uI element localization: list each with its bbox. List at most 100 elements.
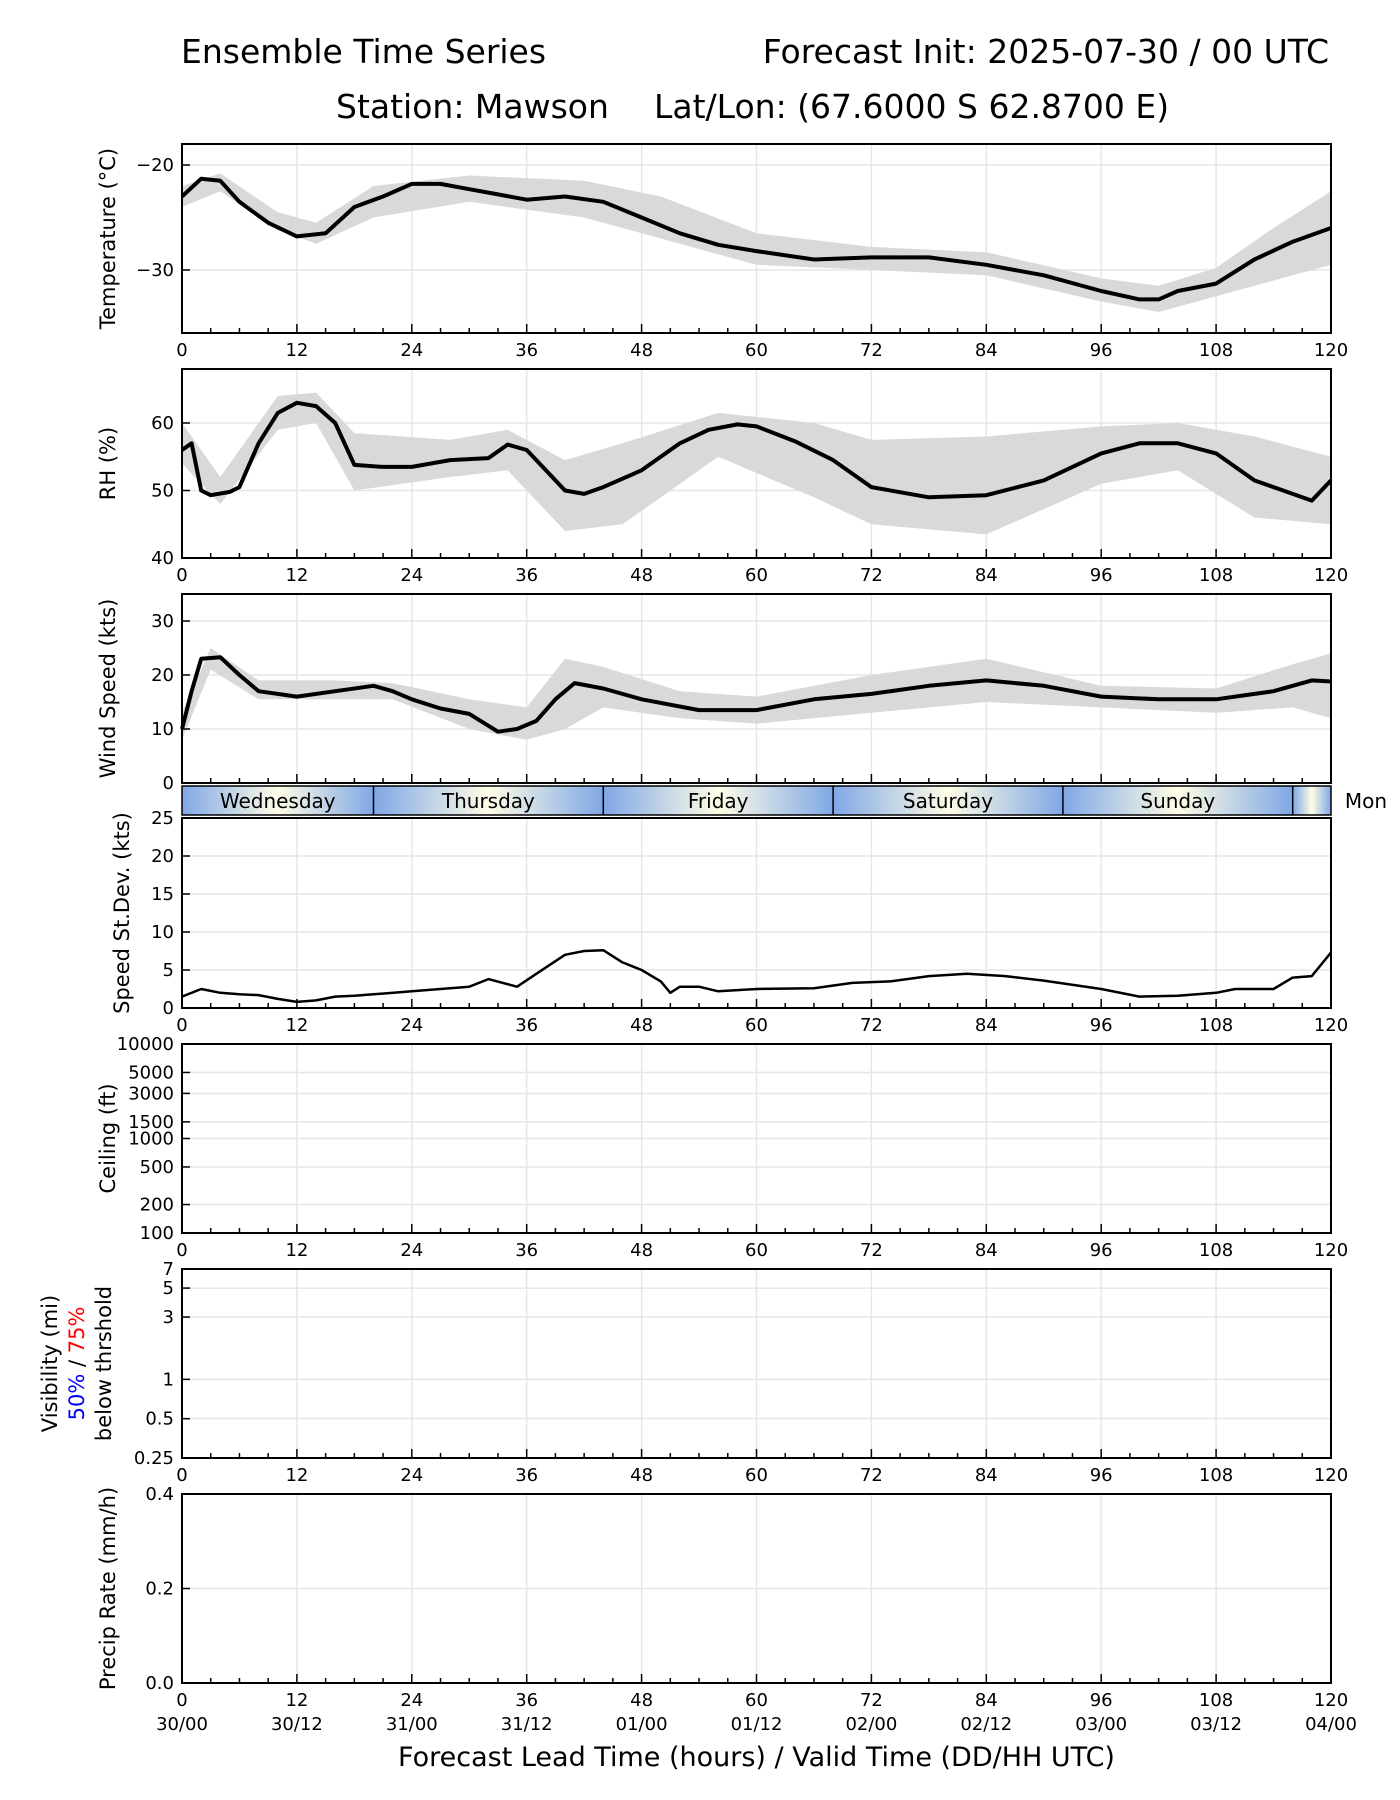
y-tick-label: 0.2 [145, 1579, 174, 1600]
panel-6: 0.25 0.5 1 3 57 Visibility (mi) 50% / 75% below… [38, 1259, 1348, 1486]
day-label: Thursday [441, 789, 535, 813]
x-tick-label: 120 [1314, 1240, 1348, 1261]
y-tick-label: 10 [151, 719, 174, 740]
x-tick-label: 0 [176, 565, 187, 586]
threshold-label: 50% / 75% [65, 1307, 89, 1421]
x-tick-label: 0 [176, 340, 187, 361]
y-tick-label: 500 [140, 1157, 174, 1178]
y-tick-label: 0 [163, 773, 174, 794]
x-tick-label: 12 [285, 565, 308, 586]
x-tick-label: 48 [630, 1465, 653, 1486]
x-tick-label: 96 [1090, 1015, 1113, 1036]
valid-time-label: 31/00 [386, 1714, 438, 1735]
x-tick-label: 108 [1199, 1690, 1233, 1711]
day-segment [182, 786, 374, 815]
x-tick-label: 48 [630, 1240, 653, 1261]
y-tick-label: 3 [163, 1307, 174, 1328]
x-tick-label: 84 [975, 565, 998, 586]
x-tick-label: 48 [630, 1015, 653, 1036]
x-axis-title: Forecast Lead Time (hours) / Valid Time … [398, 1742, 1115, 1773]
valid-time-label: 30/00 [156, 1714, 208, 1735]
y-axis-label: RH (%) [96, 427, 120, 500]
x-tick-label: 108 [1199, 565, 1233, 586]
panel-2: 40 50 60 RH (%) 0 12 24 36 48 60 72 84 96 108 120 [96, 368, 1348, 586]
valid-time-label: 31/12 [501, 1714, 553, 1735]
x-tick-label: 36 [515, 1015, 538, 1036]
x-tick-label: 12 [285, 1015, 308, 1036]
threshold-label-2: below thrshold [92, 1286, 116, 1441]
y-axis-label: Speed St.Dev. (kts) [110, 812, 134, 1014]
y-axis-label: Wind Speed (kts) [96, 599, 120, 779]
y-tick-label: 5 [163, 1278, 174, 1299]
x-tick-label: 12 [285, 340, 308, 361]
x-tick-label: 96 [1090, 1240, 1113, 1261]
x-tick-label: 72 [860, 565, 883, 586]
x-tick-label: 24 [400, 1240, 423, 1261]
x-tick-label: 36 [515, 565, 538, 586]
day-bar: Wednesday Thursday Friday Saturday Sunday Mon [181, 785, 1387, 816]
y-axis-label: Visibility (mi) [38, 1295, 62, 1432]
x-tick-label: 84 [975, 1465, 998, 1486]
x-tick-label: 0 [176, 1690, 187, 1711]
day-segment [603, 786, 834, 815]
y-tick-label: −20 [136, 155, 174, 176]
pct75-label: 75% [65, 1307, 89, 1354]
x-tick-label: 96 [1090, 340, 1113, 361]
x-tick-label: 12 [285, 1240, 308, 1261]
y-tick-label: 3000 [128, 1083, 174, 1104]
day-segment [373, 786, 604, 815]
x-tick-label: 24 [400, 1465, 423, 1486]
y-axis-label: Precip Rate (mm/h) [96, 1487, 120, 1690]
latlon: Lat/Lon: (67.6000 S 62.8700 E) [654, 87, 1170, 126]
y-tick-label: 25 [151, 808, 174, 829]
ensemble-mean-line [180, 176, 1332, 302]
y-tick-label: 1500 [128, 1112, 174, 1133]
day-label: Saturday [903, 789, 993, 813]
ensemble-mean-line [180, 655, 1332, 734]
x-tick-label: 60 [745, 1240, 768, 1261]
y-tick-label: 100 [140, 1223, 174, 1244]
x-tick-label: 12 [285, 1690, 308, 1711]
ensemble-mean-line [181, 948, 1332, 1004]
x-tick-label: 72 [860, 1015, 883, 1036]
y-tick-label: 50 [151, 481, 174, 502]
y-tick-label: 10000 [117, 1034, 174, 1055]
y-tick-label: 200 [140, 1195, 174, 1216]
x-tick-label: 36 [515, 1240, 538, 1261]
valid-time-label: 04/00 [1305, 1714, 1357, 1735]
x-tick-label: 96 [1090, 565, 1113, 586]
y-tick-label: 7 [163, 1259, 174, 1280]
y-tick-label: 20 [151, 665, 174, 686]
panel-1: −20 −30 Temperature (°C) 0 12 24 36 48 60 72 84 96 1… [96, 143, 1348, 361]
y-tick-label: 5 [163, 960, 174, 981]
x-tick-label: 120 [1314, 340, 1348, 361]
x-tick-label: 60 [745, 340, 768, 361]
y-tick-label: 0.25 [134, 1448, 174, 1469]
y-tick-label: −30 [136, 260, 174, 281]
panel-7: 0.0 0.2 0.4 Precip Rate (mm/h) 0 12 24 36 48 60 72… [96, 1484, 1357, 1735]
x-tick-label: 84 [975, 1015, 998, 1036]
x-tick-label: 72 [860, 340, 883, 361]
x-tick-label: 36 [515, 1690, 538, 1711]
x-tick-label: 120 [1314, 1015, 1348, 1036]
title: Ensemble Time Series [181, 32, 547, 71]
day-label: Friday [688, 789, 749, 813]
y-axis-label: Temperature (°C) [96, 148, 120, 330]
y-tick-label: 15 [151, 884, 174, 905]
x-tick-label: 24 [400, 565, 423, 586]
valid-time-label: 02/00 [845, 1714, 897, 1735]
valid-time-label: 30/12 [271, 1714, 323, 1735]
day-bar-frame [181, 785, 1332, 816]
x-tick-label: 24 [400, 1690, 423, 1711]
x-tick-label: 120 [1314, 1465, 1348, 1486]
ensemble-mean-line [180, 400, 1333, 503]
valid-time-label: 02/12 [960, 1714, 1012, 1735]
day-label: Mon [1345, 789, 1387, 813]
y-tick-label: 0.0 [145, 1673, 174, 1694]
valid-time-label: 03/00 [1075, 1714, 1127, 1735]
x-tick-label: 60 [745, 1690, 768, 1711]
x-tick-label: 108 [1199, 1240, 1233, 1261]
y-tick-label: 20 [151, 846, 174, 867]
y-tick-label: 1 [163, 1369, 174, 1390]
